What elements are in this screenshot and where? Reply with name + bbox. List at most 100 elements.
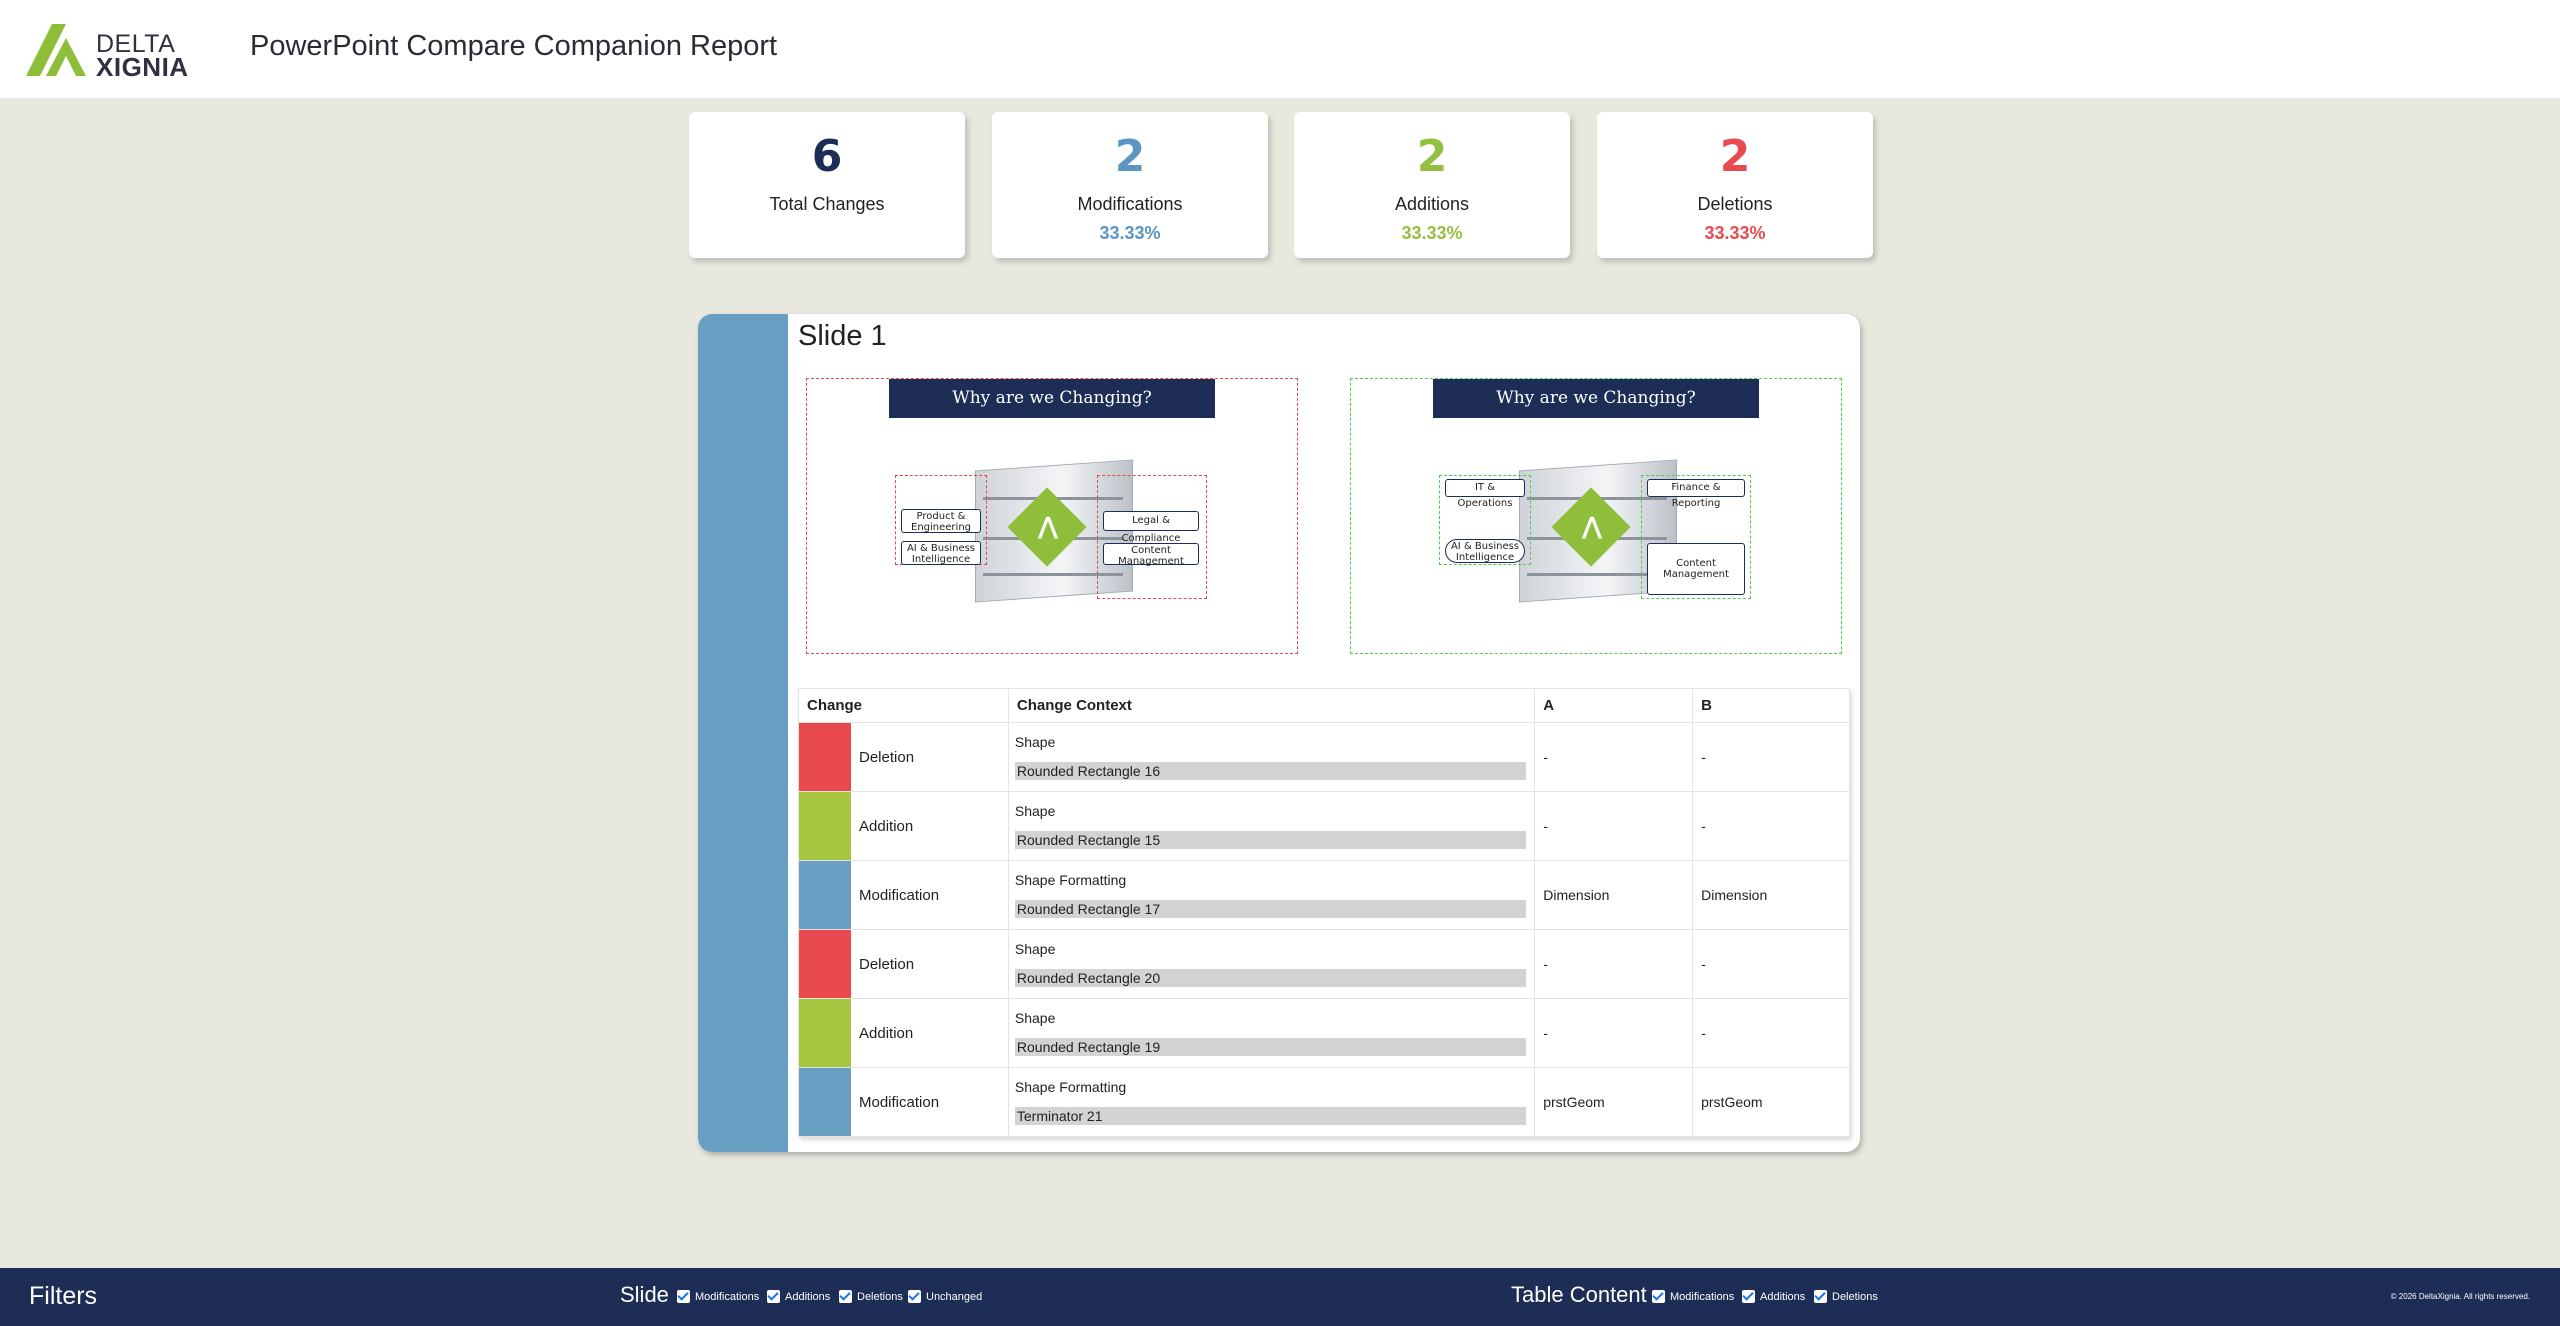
shape-label: IT & Operations: [1445, 479, 1525, 509]
column-header-b[interactable]: B: [1692, 688, 1850, 723]
context-shape-name: Rounded Rectangle 20: [1014, 969, 1527, 987]
slide-filter-unchanged[interactable]: Unchanged: [908, 1290, 982, 1303]
change-type: Addition: [859, 817, 914, 835]
change-type: Modification: [859, 1093, 940, 1111]
table-filter-additions[interactable]: Additions: [1742, 1290, 1805, 1303]
change-cell: Addition: [798, 998, 1009, 1068]
table-header-row: Change Change Context A B: [798, 688, 1850, 723]
stat-card-modifications: 2 Modifications 33.33%: [992, 112, 1268, 258]
context-type: Shape: [1014, 734, 1056, 750]
slide-preview-b[interactable]: Why are we Changing? ⋀ IT & Operations F…: [1350, 378, 1842, 654]
changes-table: Change Change Context A B Deletion Shape R…: [798, 688, 1850, 1137]
logo-text-delta: DELTA: [96, 30, 176, 58]
deleted-shape-highlight: [1097, 475, 1207, 599]
shape-label: Content Management: [1647, 543, 1745, 595]
context-shape-name: Terminator 21: [1014, 1107, 1527, 1125]
checkbox-checked-icon[interactable]: [908, 1290, 921, 1303]
context-type: Shape Formatting: [1014, 1079, 1127, 1095]
slide-filter-group-title: Slide: [620, 1282, 669, 1307]
change-color-indicator: [799, 792, 851, 860]
stat-value: 6: [811, 131, 843, 182]
checkbox-checked-icon[interactable]: [1652, 1290, 1665, 1303]
value-b-cell: Dimension: [1692, 860, 1850, 930]
change-color-indicator: [799, 999, 851, 1067]
stat-label: Modifications: [1077, 194, 1183, 214]
slide-filter-additions[interactable]: Additions: [767, 1290, 830, 1303]
stat-card-additions: 2 Additions 33.33%: [1294, 112, 1570, 258]
context-shape-name: Rounded Rectangle 16: [1014, 762, 1527, 780]
filters-title: Filters: [29, 1282, 98, 1310]
context-cell: Shape Rounded Rectangle 16: [1007, 722, 1536, 792]
change-color-indicator: [799, 1068, 851, 1136]
slide-banner: Why are we Changing?: [1433, 379, 1759, 418]
column-header-a[interactable]: A: [1534, 688, 1694, 723]
shape-label: Content Management: [1103, 543, 1199, 567]
slide-preview-a[interactable]: Why are we Changing? ⋀ Product & Enginee…: [806, 378, 1298, 654]
slide-panel: Slide 1 Why are we Changing? ⋀ Product &…: [698, 314, 1860, 1152]
value-a-cell: -: [1534, 791, 1694, 861]
value-b-cell: -: [1692, 929, 1850, 999]
logo-mark-icon: [26, 24, 86, 76]
added-shape-highlight: [1439, 475, 1531, 565]
slide-banner: Why are we Changing?: [889, 379, 1215, 418]
report-title: PowerPoint Compare Companion Report: [250, 30, 778, 62]
change-cell: Modification: [798, 1067, 1009, 1137]
change-cell: Modification: [798, 860, 1009, 930]
change-color-indicator: [799, 861, 851, 929]
slide-filter-deletions[interactable]: Deletions: [839, 1290, 903, 1303]
table-row[interactable]: Modification Shape Formatting Terminator 2…: [798, 1067, 1850, 1137]
table-row[interactable]: Modification Shape Formatting Rounded Rect…: [798, 860, 1850, 930]
deltaxignia-logo: DELTA XIGNIA: [26, 20, 196, 82]
stat-label: Deletions: [1697, 194, 1773, 214]
checkbox-checked-icon[interactable]: [1742, 1290, 1755, 1303]
column-header-change[interactable]: Change: [798, 688, 1009, 723]
value-a-cell: -: [1534, 998, 1694, 1068]
context-shape-name: Rounded Rectangle 19: [1014, 1038, 1527, 1056]
value-a-cell: prstGeom: [1534, 1067, 1694, 1137]
building-image: ⋀: [1501, 455, 1695, 605]
shape-label: Legal & Compliance: [1103, 511, 1199, 544]
shape-label: AI & Business Intelligence: [901, 541, 981, 565]
checkbox-checked-icon[interactable]: [677, 1290, 690, 1303]
stat-card-total: 6 Total Changes: [689, 112, 965, 258]
context-cell: Shape Formatting Rounded Rectangle 17: [1007, 860, 1536, 930]
table-filter-group-title: Table Content: [1511, 1282, 1647, 1307]
added-shape-highlight: [1641, 475, 1751, 599]
context-cell: Shape Rounded Rectangle 15: [1007, 791, 1536, 861]
checkbox-checked-icon[interactable]: [767, 1290, 780, 1303]
checkbox-checked-icon[interactable]: [839, 1290, 852, 1303]
table-filter-modifications[interactable]: Modifications: [1652, 1290, 1734, 1303]
table-row[interactable]: Deletion Shape Rounded Rectangle 20- -: [798, 929, 1850, 999]
change-color-indicator: [799, 723, 851, 791]
logo-text-xignia: XIGNIA: [96, 52, 189, 82]
value-b-cell: prstGeom: [1692, 1067, 1850, 1137]
table-row[interactable]: Addition Shape Rounded Rectangle 15- -: [798, 791, 1850, 861]
table-row[interactable]: Deletion Shape Rounded Rectangle 16- -: [798, 722, 1850, 792]
slide-filter-modifications[interactable]: Modifications: [677, 1290, 759, 1303]
stat-label: Additions: [1394, 194, 1470, 214]
context-shape-name: Rounded Rectangle 17: [1014, 900, 1527, 918]
logo-mark-icon: ⋀: [1037, 513, 1059, 540]
change-cell: Deletion: [798, 722, 1009, 792]
shape-label: Finance & Reporting: [1647, 479, 1745, 509]
context-cell: Shape Formatting Terminator 21: [1007, 1067, 1536, 1137]
value-b-cell: -: [1692, 722, 1850, 792]
change-cell: Deletion: [798, 929, 1009, 999]
slide-title: Slide 1: [798, 320, 887, 352]
context-cell: Shape Rounded Rectangle 19: [1007, 998, 1536, 1068]
stat-percent: 33.33%: [1099, 223, 1161, 243]
table-row[interactable]: Addition Shape Rounded Rectangle 19- -: [798, 998, 1850, 1068]
slide-status-stripe: [698, 314, 788, 1152]
stat-card-deletions: 2 Deletions 33.33%: [1597, 112, 1873, 258]
building-image: ⋀: [957, 455, 1151, 605]
table-filter-deletions[interactable]: Deletions: [1814, 1290, 1878, 1303]
logo-mark-icon: ⋀: [1581, 513, 1603, 540]
checkbox-checked-icon[interactable]: [1814, 1290, 1827, 1303]
column-header-context[interactable]: Change Context: [1007, 688, 1536, 723]
change-type: Deletion: [859, 748, 915, 766]
context-type: Shape: [1014, 941, 1056, 957]
stat-value: 2: [1719, 131, 1751, 182]
context-cell: Shape Rounded Rectangle 20: [1007, 929, 1536, 999]
report-header: DELTA XIGNIA PowerPoint Compare Companio…: [0, 0, 2560, 98]
value-b-cell: -: [1692, 998, 1850, 1068]
